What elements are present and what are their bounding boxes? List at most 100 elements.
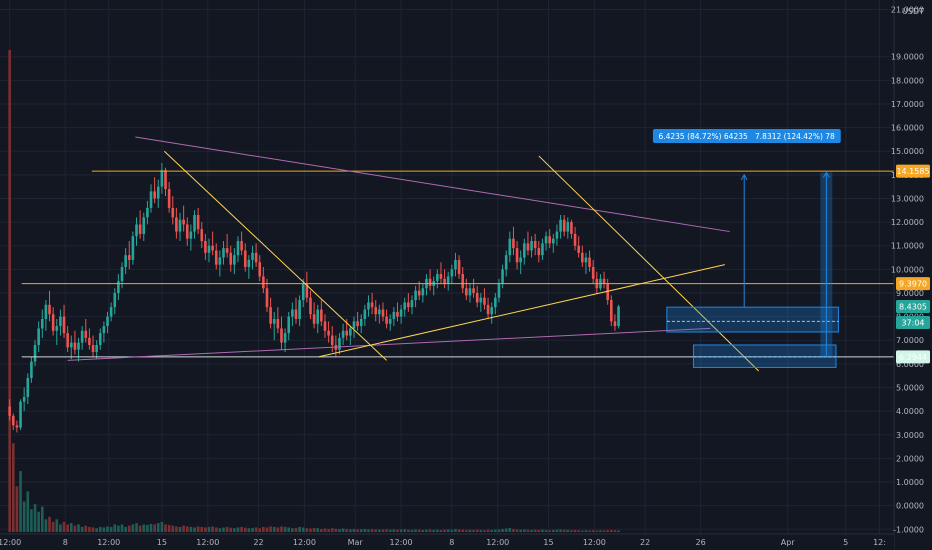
volume-bar	[178, 526, 182, 532]
candle-body	[106, 316, 109, 327]
candle-body	[414, 290, 417, 301]
measure-arrow-head	[740, 173, 748, 181]
volume-bar	[146, 524, 149, 532]
range-box[interactable]	[692, 344, 837, 368]
candle-body	[512, 238, 515, 249]
trend-line[interactable]	[318, 264, 725, 358]
candle-body	[26, 378, 30, 397]
trend-line[interactable]	[67, 327, 711, 361]
volume-bar	[291, 528, 294, 532]
volume-bar	[120, 524, 124, 532]
volume-bar	[102, 527, 106, 532]
candle-body	[276, 318, 280, 329]
volume-bar	[581, 530, 584, 532]
volume-bar	[363, 528, 367, 532]
candle-body	[109, 307, 113, 317]
candle-body	[262, 276, 265, 289]
candle-body	[428, 278, 432, 286]
volume-bar	[185, 526, 189, 532]
candle-body	[225, 248, 229, 253]
volume-bar	[570, 530, 573, 532]
candle-body	[233, 255, 236, 265]
volume-bar	[617, 530, 620, 532]
candle-body	[349, 328, 352, 336]
candle-body	[573, 233, 577, 246]
volume-bar	[73, 525, 77, 532]
volume-bar	[378, 529, 381, 532]
candle-body	[294, 309, 298, 319]
candle-body	[40, 318, 44, 329]
time-tick-label: 12:00	[486, 538, 509, 547]
candle-body	[559, 219, 562, 232]
candle-body	[254, 252, 258, 263]
volume-bar	[193, 527, 196, 532]
candle-body	[486, 304, 490, 315]
volume-bar	[356, 529, 359, 532]
measure-label: 7.8312 (124.42%) 78	[755, 132, 835, 141]
volume-bar	[283, 526, 287, 532]
price-tick-label: 21.0000	[891, 5, 924, 14]
candle-body	[124, 255, 127, 267]
range-box[interactable]	[666, 306, 839, 333]
candle-body	[388, 318, 392, 324]
quote-currency-label: USDT	[902, 7, 924, 16]
drawings[interactable]: 6.4235 (84.72%) 64235 7.8312 (124.42%) 78	[21, 129, 894, 372]
measure-label-box	[749, 129, 841, 144]
price-tick-label: 17.0000	[891, 100, 924, 109]
candle-body	[352, 321, 356, 329]
trend-line[interactable]	[163, 150, 387, 361]
candle-body	[175, 217, 178, 232]
candle-body	[609, 300, 613, 322]
volume-bar	[555, 529, 559, 532]
candle-body	[272, 318, 276, 324]
candle-body	[171, 207, 175, 218]
price-tick-label: 4.0000	[896, 407, 924, 416]
candle-body	[240, 241, 243, 251]
candle-body	[127, 255, 131, 260]
price-tick-label: 1.0000	[896, 478, 924, 487]
volume-bar	[468, 529, 472, 532]
candle-body	[472, 288, 475, 293]
candle-body	[515, 248, 519, 263]
price-axis[interactable]: USDT 21.0000 19.0000 18.0000 17.0000 16.0000…	[891, 0, 932, 550]
candle-body	[37, 328, 40, 345]
price-tag-label: 37:04	[901, 319, 924, 328]
volume-bar	[432, 529, 436, 532]
candle-body	[602, 278, 606, 284]
volume-bar	[327, 528, 330, 532]
time-tick-label: 8	[63, 538, 68, 547]
volume-bar	[251, 527, 254, 532]
time-axis[interactable]: 12:00 8 12:00 15 12:00 22 12:00 Mar 12:00 8 12:00 1…	[0, 533, 894, 550]
volume-bar	[465, 529, 468, 532]
candle-body	[483, 297, 486, 305]
volume-bar	[479, 529, 483, 532]
price-tag	[896, 316, 930, 330]
candle-body	[479, 297, 483, 303]
trend-line[interactable]	[135, 136, 730, 233]
volume-bar	[171, 525, 175, 532]
candle-body	[327, 330, 330, 336]
candle-body	[95, 344, 98, 353]
volume-bar	[11, 443, 15, 532]
candle-body	[439, 274, 443, 279]
volume-bar	[69, 523, 73, 532]
candle-body	[617, 306, 620, 327]
candle-body	[69, 342, 73, 348]
volume-bar	[156, 523, 160, 532]
candle-body	[113, 292, 117, 308]
volume-bar	[537, 529, 541, 532]
candle-body	[156, 186, 160, 199]
volume-bar	[541, 529, 544, 532]
volume-bar	[349, 529, 352, 532]
volume-bar	[403, 529, 407, 532]
candle-body	[44, 304, 48, 319]
candle-body	[30, 361, 33, 379]
volume-bar	[160, 521, 164, 532]
candle-body	[185, 224, 189, 239]
candle-body	[33, 344, 37, 362]
trend-line[interactable]	[538, 155, 760, 372]
candle-body	[370, 302, 374, 308]
candle-body	[490, 307, 494, 315]
